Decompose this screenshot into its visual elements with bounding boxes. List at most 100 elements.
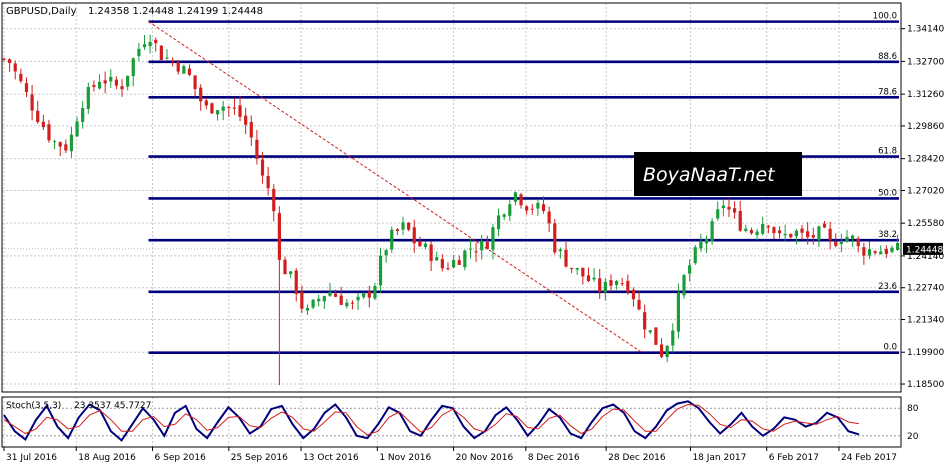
candle-body [884,248,888,255]
fib-level-label: 61.8 [878,147,897,157]
fibonacci-levels[interactable]: 100.0 88.6 78.6 61.8 50.0 38.2 23.6 0.0 [148,12,899,354]
candle-body [137,48,141,57]
candle-body [676,292,680,332]
candle-body [418,241,422,247]
candle-body [530,208,534,210]
candle-body [474,251,478,253]
candle-body [412,227,416,244]
current-price-tag: 1.24448 [903,242,943,255]
candle-body [834,241,838,246]
candle-body [260,159,265,176]
fib-level-label: 50.0 [878,188,897,198]
candle-body [839,241,843,244]
candle-body [536,202,540,209]
candle-body [513,192,518,202]
candle-body [120,86,124,90]
candle-body [879,251,883,255]
candle-body [772,227,776,233]
candle-body [227,106,231,108]
fib-level-label: 78.6 [878,87,897,97]
candle-body [64,144,68,151]
candle-body [862,247,866,256]
candle-body [109,76,113,82]
candle-body [614,280,619,286]
fib-level-label: 88.6 [878,52,897,62]
x-tick-label: 28 Dec 2016 [608,453,666,463]
y-tick-label: 1.21340 [907,316,944,326]
candle-body [480,240,484,251]
candle-body [440,259,444,269]
candle-body [693,247,697,264]
watermark-logo: BoyaNaaT.net [634,152,802,196]
candle-body [755,231,759,236]
candle-body [395,229,399,231]
candle-body [255,139,259,159]
candle-body [682,275,686,296]
candle-body [148,41,152,47]
candle-body [350,302,355,304]
candle-body [362,292,366,298]
candle-body [749,230,754,234]
candle-body [648,330,652,333]
candle-body [171,60,175,62]
candle-body [384,250,388,256]
candle-body [446,268,450,270]
trendline-group[interactable] [148,21,643,354]
candle-body [654,327,658,345]
y-tick-label: 1.25580 [907,219,944,229]
candle-body [845,236,849,242]
candle-body [154,39,158,44]
candle-body [626,280,630,293]
candle-body [468,248,473,250]
candle-body [586,275,591,282]
candle-body [508,204,512,216]
y-tick-label: 1.27020 [907,186,944,196]
candle-body [81,107,85,122]
candle-body [69,134,74,152]
x-tick-label: 31 Jul 2016 [6,453,57,463]
candlestick-series [2,34,900,386]
candle-body [766,225,770,228]
candle-body [182,66,186,74]
x-tick-label: 25 Sep 2016 [231,453,288,463]
oscillator-values: 23.3537 45.7727 [74,401,151,411]
x-tick-label: 20 Nov 2016 [456,453,514,463]
x-tick-label: 24 Feb 2017 [841,453,897,463]
stoch-signal-line [3,403,860,436]
candle-body [637,299,641,310]
candle-body [193,75,197,89]
candle-body [738,211,742,231]
candle-body [727,206,731,210]
candle-body [547,211,551,224]
candle-body [716,209,720,219]
candle-body [75,121,79,137]
candle-body [373,286,377,299]
osc-y-tick-label: 80 [907,404,919,414]
y-tick-label: 1.32700 [907,57,944,67]
candle-body [283,259,287,275]
candle-body [783,233,787,236]
candle-body [817,226,821,241]
fib-level-label: 100.0 [873,12,897,22]
candle-body [272,188,276,212]
candle-body [800,228,804,233]
candle-body [244,115,248,125]
candle-body [41,121,45,128]
candle-body [806,231,810,238]
candle-body [564,249,568,267]
candle-body [232,107,237,109]
candle-body [435,257,439,261]
candle-body [519,194,523,206]
candle-body [97,81,102,89]
y-tick-label: 1.31260 [907,90,944,100]
candle-body [24,83,29,93]
candle-body [30,94,34,111]
y-tick-label: 1.24140 [907,252,944,262]
y-tick-label: 1.18500 [907,380,944,390]
trendline[interactable] [148,21,643,354]
candle-body [851,235,855,239]
candle-body [581,267,585,277]
x-tick-label: 8 Dec 2016 [528,453,580,463]
candle-body [328,292,332,296]
